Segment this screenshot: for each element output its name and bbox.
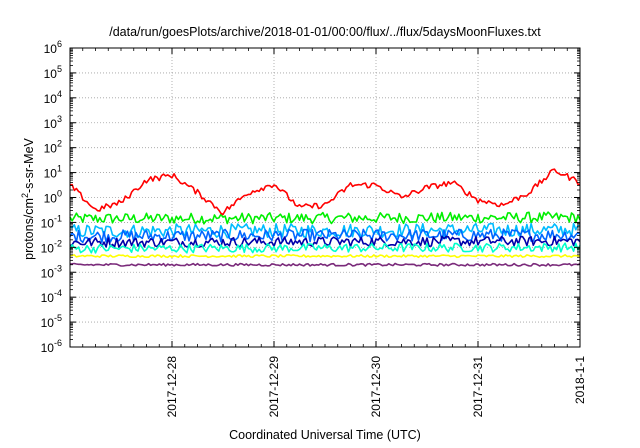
y-tick-label: 101	[44, 164, 62, 181]
series-line	[69, 168, 581, 216]
y-tick-label: 103	[44, 114, 62, 131]
y-tick-labels: 10-6 10-5 10-4 10-3 10-2 10-1 100 101 102 103 104 1…	[41, 39, 62, 355]
x-tick-label: 2017-12-29	[267, 356, 281, 418]
x-axis-label: Coordinated Universal Time (UTC)	[229, 428, 421, 442]
chart-title: /data/run/goesPlots/archive/2018-01-01/0…	[109, 25, 541, 39]
y-axis-label-prefix: protons/cm	[22, 198, 36, 260]
axes	[69, 47, 581, 348]
y-axis-label-sup: 2	[20, 193, 30, 198]
series-line	[69, 242, 581, 254]
y-tick-label: 10-6	[41, 338, 62, 355]
y-tick-label: 102	[44, 139, 62, 156]
y-tick-label: 106	[44, 39, 62, 56]
series-line	[69, 262, 581, 267]
y-tick-label: 10-1	[41, 213, 62, 230]
y-tick-label: 105	[44, 64, 62, 81]
y-tick-label: 10-3	[41, 263, 62, 280]
series-lines	[69, 168, 581, 267]
y-tick-label: 10-2	[41, 238, 62, 255]
x-tick-labels: 2017-12-28 2017-12-29 2017-12-30 2017-12-31…	[165, 356, 587, 418]
series-line	[69, 228, 581, 243]
y-axis-label: protons/cm2-s-sr-MeV	[20, 137, 36, 259]
x-tick-label: 2017-12-28	[165, 356, 179, 418]
series-line	[69, 235, 581, 248]
plot-frame	[69, 47, 581, 348]
x-tick-label: 2017-12-31	[471, 356, 485, 418]
y-axis-label-suffix: -s-sr-MeV	[22, 137, 36, 193]
x-tick-label: 2018-1-1	[573, 356, 587, 404]
y-tick-label: 100	[44, 189, 62, 206]
series-line	[69, 211, 581, 225]
x-tick-label: 2017-12-30	[369, 356, 383, 418]
y-tick-label: 104	[44, 89, 62, 106]
series-line	[69, 254, 581, 259]
y-tick-label: 10-5	[41, 313, 62, 330]
y-tick-label: 10-4	[41, 288, 62, 305]
grid-lines	[70, 48, 580, 347]
